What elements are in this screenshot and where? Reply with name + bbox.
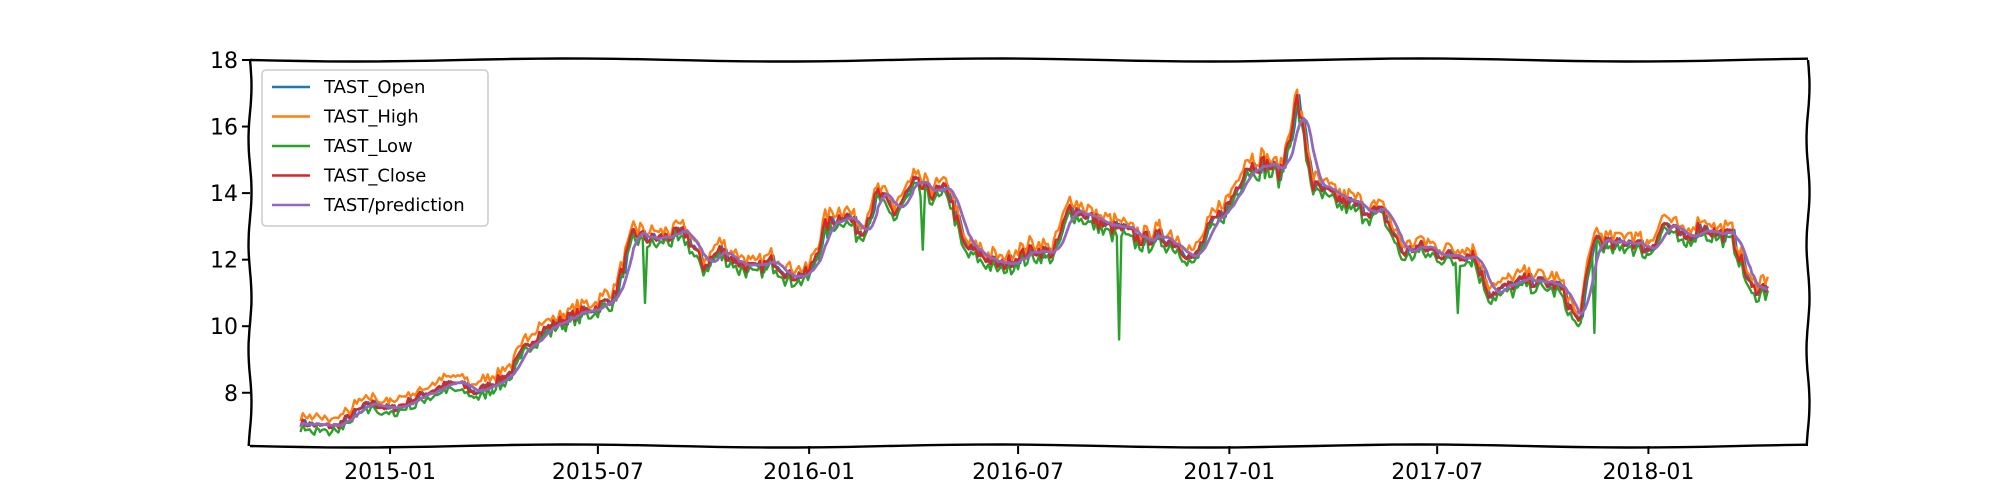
y-tick-label: 18 [210, 49, 238, 74]
series-line-high [299, 88, 1769, 424]
legend-box [261, 69, 489, 227]
legend-label: TAST/prediction [323, 195, 465, 216]
y-tick-label: 10 [210, 315, 238, 340]
x-tick-label: 2016-01 [763, 460, 855, 485]
axis-right [1805, 59, 1811, 447]
legend: TAST_Open TAST_High TAST_Low TAST_Close TAST… [261, 69, 489, 227]
axis-left [247, 59, 253, 447]
x-tick-label: 2015-01 [344, 460, 436, 485]
x-tick-label: 2018-01 [1602, 460, 1694, 485]
x-tick-label: 2017-01 [1183, 460, 1275, 485]
axis-bottom [249, 443, 1809, 449]
x-tick-label: 2016-07 [972, 460, 1064, 485]
legend-label: TAST_Open [323, 77, 425, 98]
axis-top [249, 57, 1809, 63]
y-tick-label: 16 [210, 116, 238, 141]
series-line-close [299, 93, 1769, 430]
y-tick-label: 12 [210, 249, 238, 274]
series-lines [299, 88, 1769, 437]
y-tick-label: 14 [210, 182, 238, 207]
legend-label: TAST_Low [323, 136, 413, 157]
axes: 8 10 12 14 16 18 2015-01 2015-07 2016-01 2016-07 2… [210, 49, 1811, 485]
legend-label: TAST_Close [323, 166, 426, 187]
legend-label: TAST_High [323, 107, 419, 128]
series-line-prediction [299, 117, 1768, 428]
x-tick-label: 2015-07 [552, 460, 644, 485]
x-tick-label: 2017-07 [1391, 460, 1483, 485]
series-line-low [299, 97, 1769, 437]
y-tick-label: 8 [224, 382, 238, 407]
